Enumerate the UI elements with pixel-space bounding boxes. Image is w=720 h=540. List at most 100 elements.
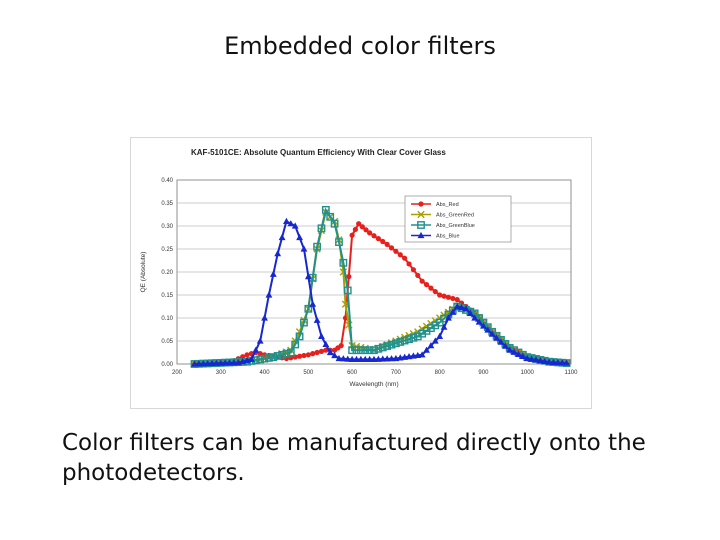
y-tick-label: 0.20 [161, 270, 173, 276]
data-point [480, 322, 487, 329]
slide-caption: Color filters can be manufactured direct… [62, 430, 646, 486]
data-point [428, 285, 434, 291]
data-point [436, 332, 444, 339]
data-point [418, 351, 426, 358]
data-point [346, 274, 352, 280]
data-point [287, 220, 295, 227]
x-tick-label: 800 [435, 370, 446, 376]
x-tick-label: 1100 [565, 370, 579, 376]
data-point [304, 304, 313, 313]
data-point [374, 355, 382, 362]
data-point [230, 359, 238, 366]
data-point [406, 261, 412, 267]
data-point [356, 221, 362, 227]
data-point [356, 346, 365, 355]
data-point [431, 337, 439, 344]
data-point [445, 314, 452, 321]
data-point [367, 230, 373, 236]
data-point [191, 360, 198, 367]
data-point [475, 318, 483, 325]
data-point [204, 359, 212, 367]
y-tick-label: 0.00 [161, 362, 173, 368]
data-point [335, 238, 343, 247]
legend-marker [417, 231, 425, 239]
x-tick-label: 1000 [521, 370, 535, 376]
data-point [423, 282, 430, 288]
y-tick-label: 0.25 [161, 247, 173, 253]
data-point [274, 250, 282, 257]
data-point [313, 316, 321, 323]
data-point [317, 224, 326, 233]
data-point [269, 353, 278, 361]
data-point [563, 359, 571, 366]
data-point [304, 273, 312, 280]
data-point [226, 359, 233, 366]
data-point [471, 314, 479, 321]
data-point [554, 359, 562, 366]
y-tick-label: 0.15 [161, 293, 173, 299]
data-point [326, 212, 335, 221]
data-point [282, 349, 291, 358]
data-point [256, 337, 264, 344]
y-tick-label: 0.30 [161, 224, 173, 230]
data-point [260, 354, 269, 363]
data-point [379, 355, 387, 362]
data-point [349, 232, 355, 238]
y-tick-label: 0.10 [161, 316, 173, 322]
data-point [501, 342, 509, 349]
data-point [296, 233, 303, 241]
data-point [261, 314, 268, 321]
data-point [453, 302, 461, 310]
data-point [331, 351, 338, 359]
data-point [441, 293, 447, 299]
data-point [410, 267, 416, 273]
data-point [440, 323, 448, 330]
data-point [361, 346, 370, 355]
data-point [295, 332, 304, 341]
data-point [244, 352, 250, 358]
data-point [286, 348, 295, 357]
data-point [405, 335, 413, 344]
data-point [484, 326, 492, 333]
y-tick-label: 0.05 [161, 339, 173, 345]
data-point [338, 343, 344, 349]
data-point [348, 346, 357, 355]
data-point [265, 291, 273, 298]
data-point [541, 357, 549, 365]
data-point [348, 355, 356, 362]
data-point [427, 342, 435, 349]
legend-marker [417, 221, 425, 229]
data-point [365, 346, 374, 355]
data-point [361, 355, 369, 362]
data-point [300, 318, 308, 327]
data-point [388, 245, 395, 251]
data-point [310, 351, 316, 357]
chart-title: KAF-5101CE: Absolute Quantum Efficiency … [191, 148, 446, 157]
data-point [359, 224, 365, 230]
data-point [278, 350, 286, 359]
data-point [353, 355, 360, 362]
data-point [388, 355, 395, 362]
data-point [291, 340, 300, 349]
data-point [213, 359, 220, 366]
data-point [462, 305, 470, 312]
data-point [318, 348, 325, 354]
data-point [466, 309, 474, 316]
slide-title: Embedded color filters [224, 32, 496, 60]
data-point [278, 233, 286, 241]
data-point [545, 358, 553, 365]
legend-entry: Abs_GreenBlue [436, 223, 475, 229]
data-point [458, 304, 465, 311]
data-point [497, 338, 505, 345]
data-point [402, 255, 408, 261]
data-point [370, 355, 378, 362]
data-point [383, 355, 391, 362]
data-point [314, 349, 320, 356]
data-point [339, 258, 348, 267]
data-point [269, 270, 277, 277]
data-point [454, 297, 460, 303]
data-point [305, 352, 311, 358]
data-point [291, 222, 299, 229]
data-point [300, 245, 308, 252]
data-point [252, 346, 260, 353]
